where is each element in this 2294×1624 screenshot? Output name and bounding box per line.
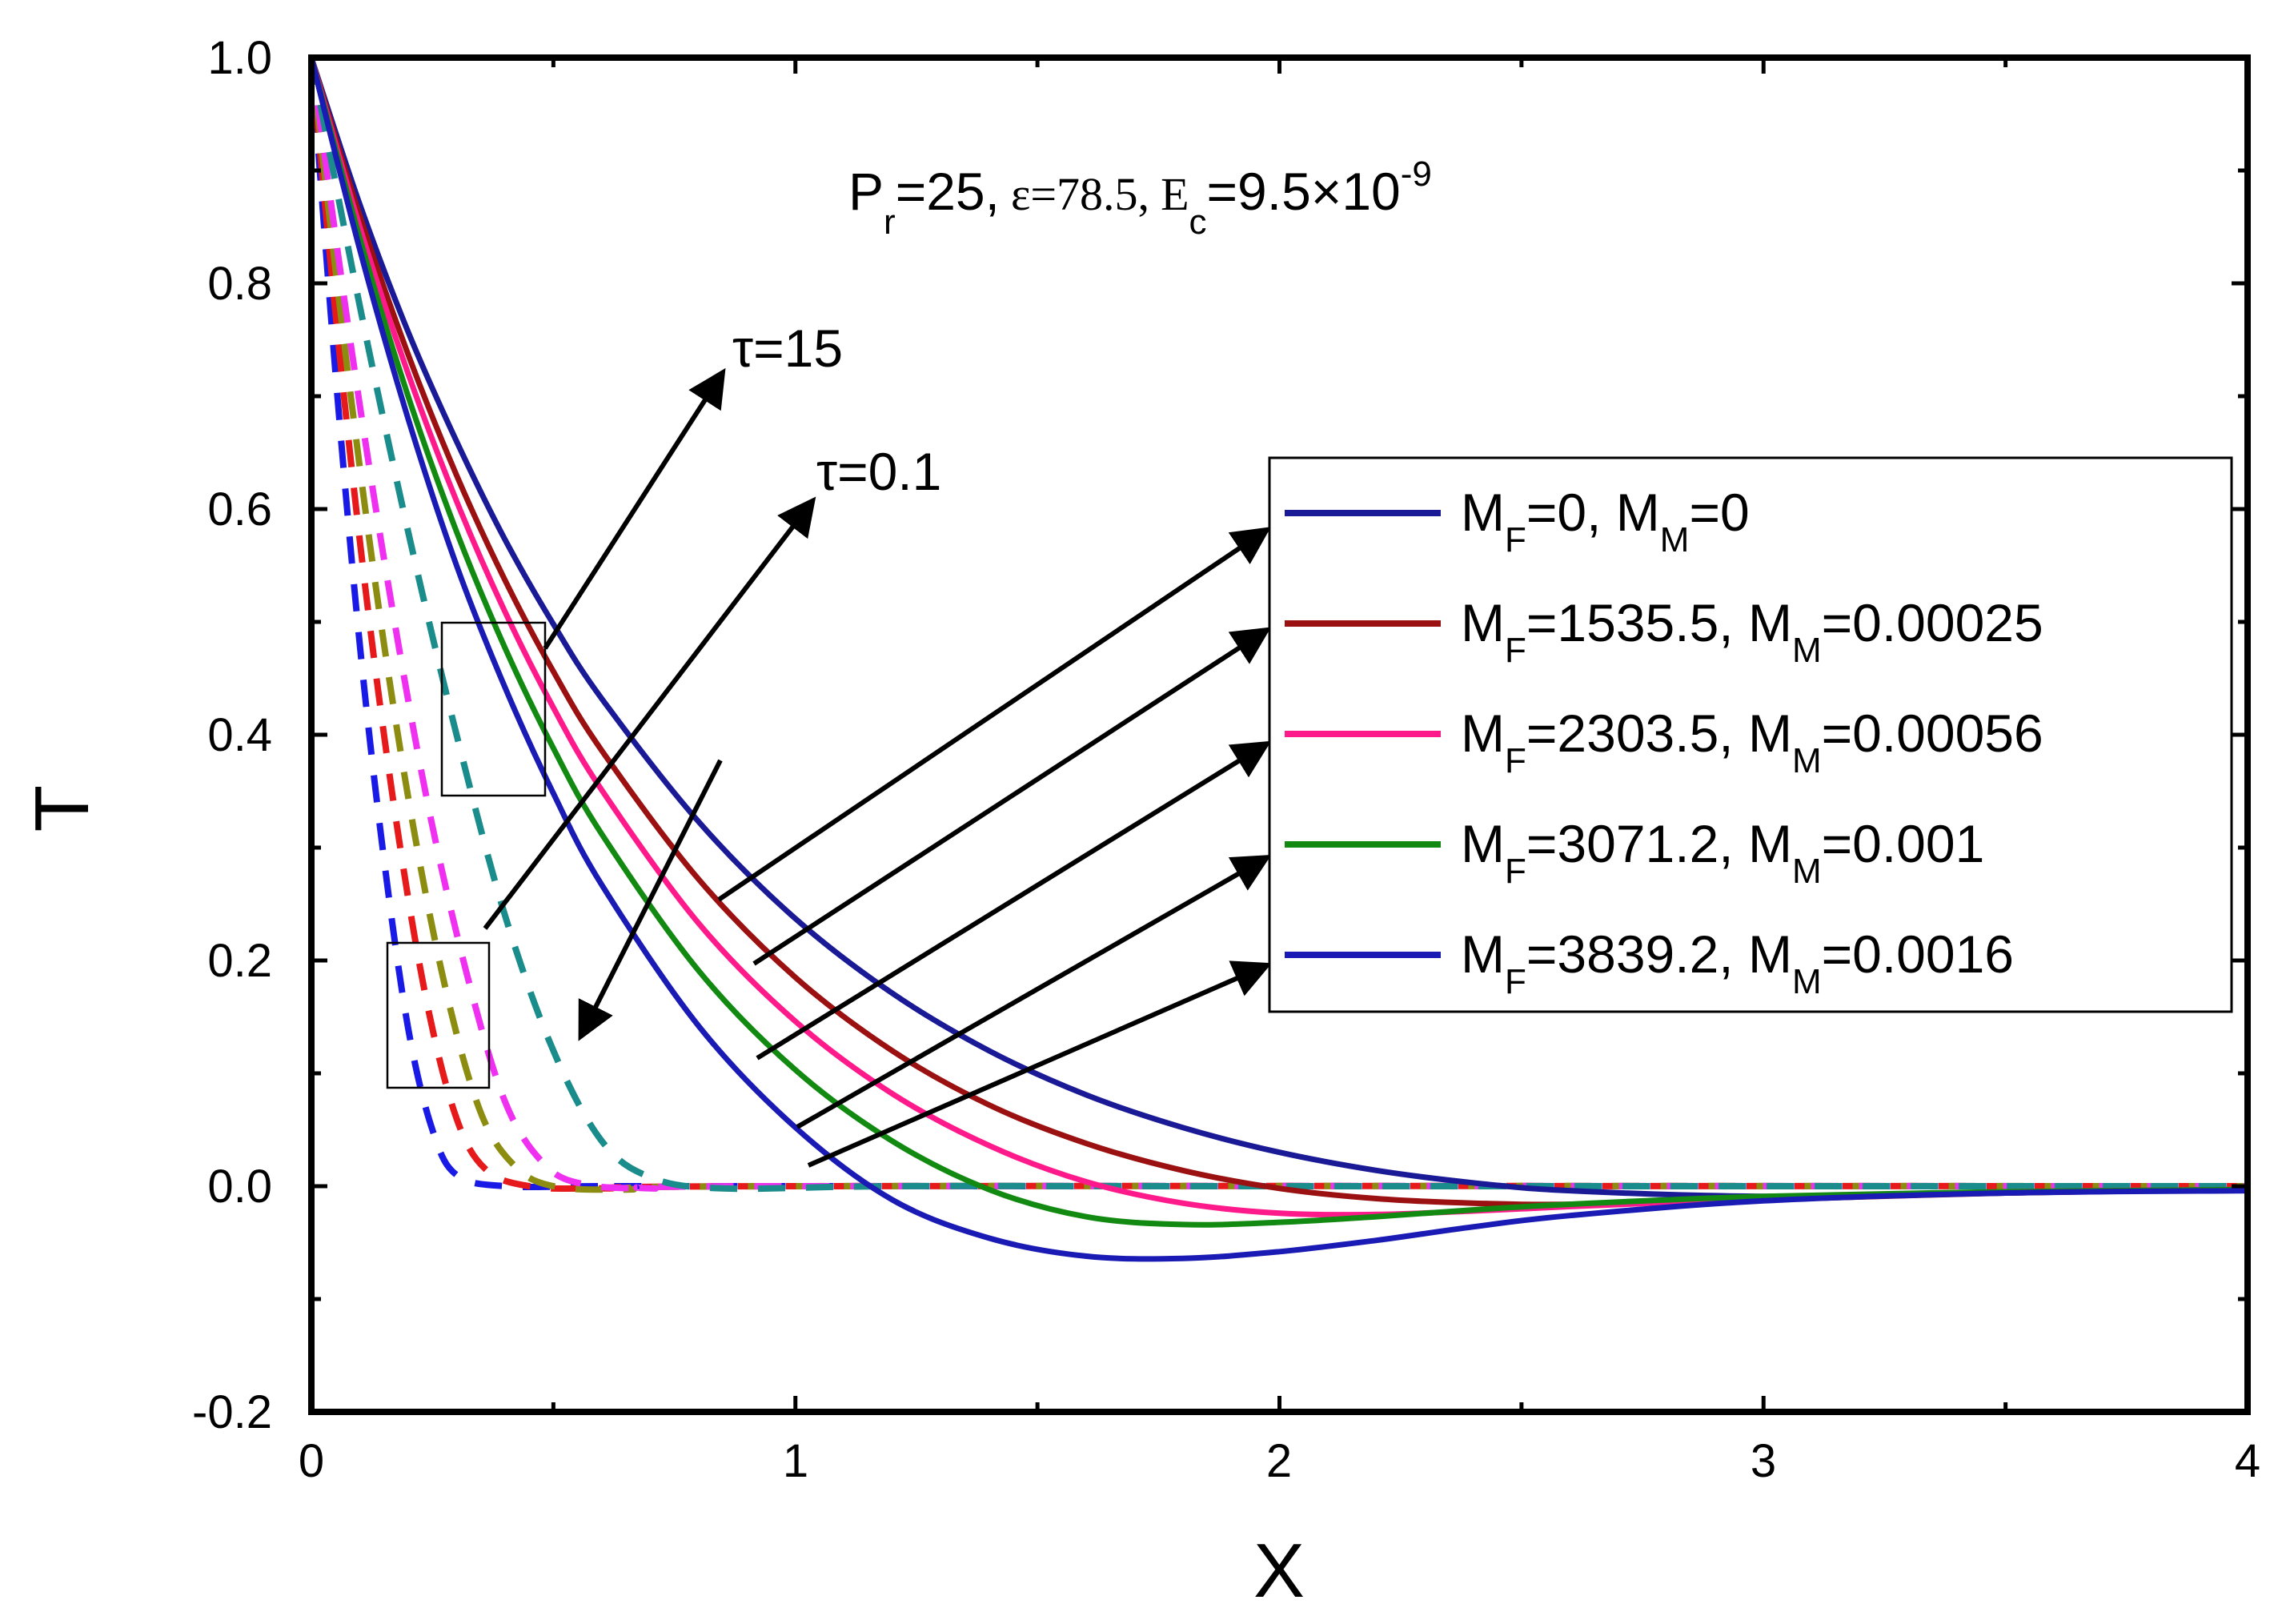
ec-base: E	[1161, 168, 1189, 220]
parameter-annotation: Pr=25, ε=78.5, Ec=9.5×10-9	[848, 154, 1432, 242]
legend: MF=0, MM=0 MF=1535.5, MM=0.00025 MF=2303…	[1268, 456, 2233, 1013]
series-line	[311, 58, 2248, 1262]
ec-exp: -9	[1401, 154, 1432, 194]
ec-value: =9.5×10	[1207, 162, 1401, 221]
x-tick-labels: 0 1 2 3 4	[299, 1435, 2260, 1487]
ticks-layer	[309, 55, 2250, 1414]
zoom-box-dashed	[386, 941, 491, 1089]
series-line	[311, 58, 2248, 1228]
pr-base: P	[848, 162, 884, 221]
arrow-legend-5	[807, 960, 1272, 1168]
arrow-legend-1	[717, 527, 1271, 902]
x-tick-label: 0	[299, 1435, 324, 1487]
series-line-dashed	[311, 58, 2248, 1193]
pr-value: =25,	[896, 162, 1000, 221]
x-tick-label: 2	[1266, 1435, 1292, 1487]
ec-sub: c	[1189, 202, 1207, 242]
arrow-tau-high	[543, 367, 726, 650]
y-tick-label: 1.0	[207, 32, 272, 84]
series-line	[311, 58, 2248, 1200]
y-tick-label: -0.2	[192, 1386, 272, 1438]
tau-high-label: τ=15	[732, 319, 843, 378]
arrow-legend-2	[752, 627, 1272, 966]
x-tick-label: 1	[783, 1435, 808, 1487]
y-tick-label: 0.8	[207, 258, 272, 310]
y-tick-labels: -0.2 0.0 0.2 0.4 0.6 0.8 1.0	[192, 32, 272, 1438]
arrow-increasing	[578, 759, 723, 1041]
x-tick-label: 3	[1751, 1435, 1776, 1487]
zoom-box-solid	[440, 621, 547, 797]
arrow-legend-4	[796, 855, 1272, 1129]
x-tick-label: 4	[2235, 1435, 2260, 1487]
y-tick-label: 0.2	[207, 935, 272, 987]
arrow-tau-low	[483, 496, 816, 930]
eps-value: ε=78.5,	[1011, 168, 1149, 220]
series-layer	[311, 58, 2248, 1262]
y-tick-label: 0.4	[207, 709, 272, 761]
pr-sub: r	[884, 202, 896, 242]
y-axis-title: T	[19, 785, 105, 832]
series-line-dashed	[311, 58, 2248, 1192]
arrow-legend-3	[756, 740, 1272, 1061]
x-axis-title: X	[1253, 1528, 1305, 1614]
y-tick-label: 0.6	[207, 483, 272, 535]
y-tick-label: 0.0	[207, 1161, 272, 1213]
tau-low-label: τ=0.1	[816, 442, 941, 501]
arrows	[483, 367, 1272, 1168]
